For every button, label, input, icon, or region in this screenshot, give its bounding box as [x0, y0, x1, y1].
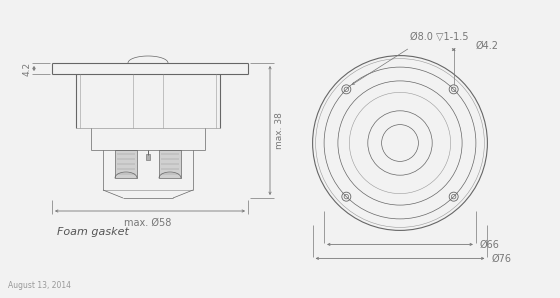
Text: max. Ø58: max. Ø58 — [124, 218, 172, 228]
Bar — [159, 150, 181, 178]
Text: Foam gasket: Foam gasket — [57, 227, 129, 237]
Text: Ø4.2: Ø4.2 — [475, 41, 498, 51]
Text: August 13, 2014: August 13, 2014 — [8, 281, 71, 290]
Bar — [146, 154, 150, 160]
Text: 4.2: 4.2 — [22, 61, 31, 76]
Text: Ø76: Ø76 — [492, 253, 511, 263]
Text: max. 38: max. 38 — [276, 112, 284, 149]
Text: Ø8.0 ▽1-1.5: Ø8.0 ▽1-1.5 — [410, 32, 469, 42]
Text: Ø66: Ø66 — [480, 239, 500, 249]
Bar — [115, 150, 137, 178]
